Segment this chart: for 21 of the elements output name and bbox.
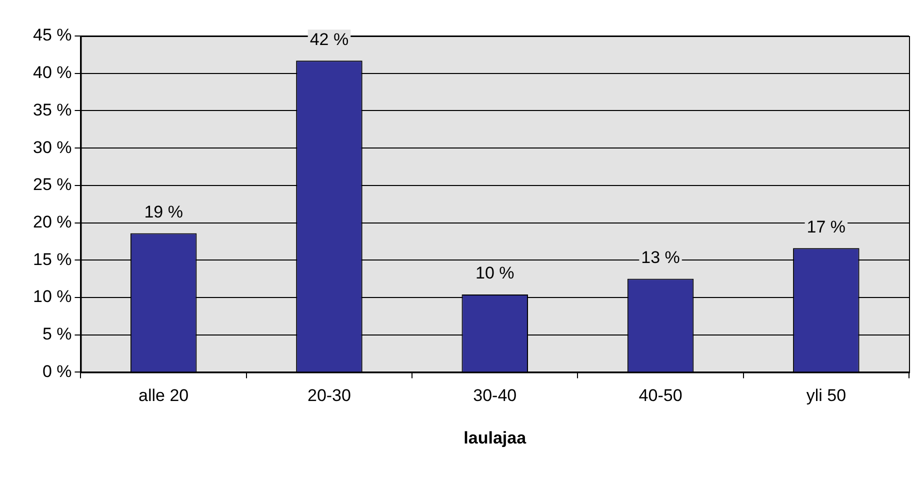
y-tick-label: 10 %	[33, 287, 72, 306]
y-tick-label: 30 %	[33, 138, 72, 157]
data-label: 10 %	[476, 264, 514, 283]
y-tick-label: 15 %	[33, 250, 72, 269]
y-tick-label: 35 %	[33, 100, 72, 120]
x-axis-title: laulajaa	[464, 428, 527, 448]
y-tick-label: 45 %	[33, 26, 72, 45]
x-tick-label: 40-50	[638, 386, 682, 406]
y-tick-label: 40 %	[33, 63, 72, 82]
x-tick-label: alle 20	[138, 386, 189, 406]
data-label: 19 %	[144, 202, 183, 222]
data-label: 17 %	[806, 217, 846, 236]
data-label: 42 %	[310, 30, 349, 49]
x-tick-label: yli 50	[806, 386, 846, 406]
y-tick-label: 5 %	[42, 324, 72, 344]
y-tick-label: 0 %	[42, 362, 72, 381]
x-tick-label: 20-30	[307, 386, 351, 406]
x-tick-label: 30-40	[473, 386, 517, 406]
y-tick-label: 20 %	[33, 212, 72, 232]
data-label: 13 %	[641, 248, 680, 267]
y-tick-label: 25 %	[33, 175, 72, 194]
